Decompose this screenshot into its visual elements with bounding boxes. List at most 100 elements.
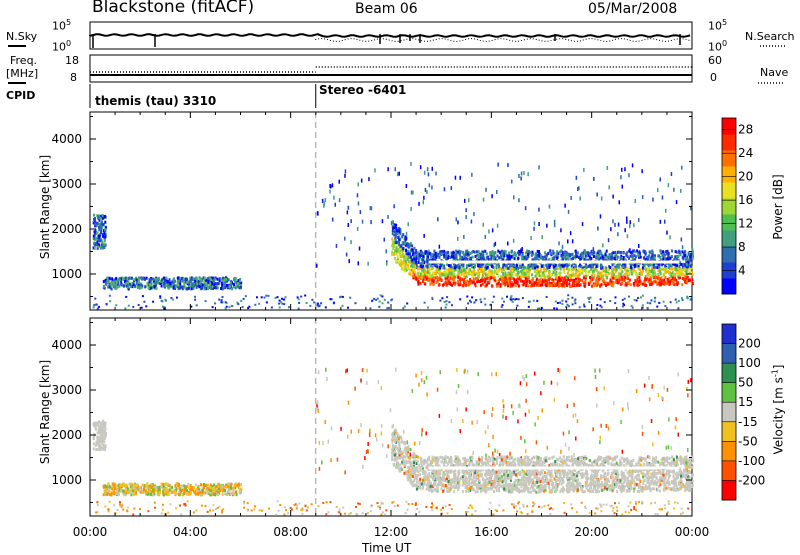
power-noise-cell	[268, 295, 270, 297]
power-echo-cell	[448, 264, 450, 267]
velocity-noise-cell	[205, 505, 207, 507]
velocity-speckle-cell	[509, 452, 511, 456]
power-speckle-cell	[549, 205, 551, 209]
power-echo-cell	[449, 256, 451, 259]
power-echo-cell	[166, 280, 168, 283]
velocity-noise-cell	[330, 501, 332, 503]
power-speckle-cell	[359, 247, 361, 251]
velocity-echo-cell	[149, 489, 151, 492]
velocity-speckle-cell	[534, 422, 536, 426]
velocity-noise-cell	[207, 511, 209, 513]
power-echo-cell	[575, 264, 577, 267]
velocity-noise-cell	[511, 503, 513, 505]
velocity-noise-cell	[633, 508, 635, 510]
power-speckle-cell	[435, 172, 437, 176]
power-noise-cell	[115, 304, 117, 306]
power-echo-cell	[644, 277, 646, 280]
velocity-speckle-cell	[608, 427, 610, 431]
power-echo-cell	[476, 277, 478, 280]
velocity-echo-cell	[153, 489, 155, 492]
power-speckle-cell	[627, 234, 629, 238]
velocity-noise-cell	[416, 508, 418, 510]
power-noise-cell	[225, 301, 227, 303]
power-echo-cell	[531, 283, 533, 286]
velocity-speckle-cell	[367, 442, 369, 446]
power-echo-cell	[536, 278, 538, 281]
power-speckle-cell	[568, 210, 570, 214]
power-speckle-cell	[681, 166, 683, 170]
power-noise-cell	[600, 298, 602, 300]
power-noise-cell	[536, 300, 538, 302]
power-echo-cell	[97, 231, 99, 234]
power-noise-cell	[446, 300, 448, 302]
power-noise-cell	[256, 296, 258, 298]
power-echo-cell	[211, 285, 213, 288]
velocity-speckle-cell	[330, 458, 332, 462]
power-speckle-cell	[346, 253, 348, 257]
power-echo-cell	[146, 277, 148, 280]
velocity-speckle-cell	[599, 369, 601, 373]
power-speckle-cell	[669, 235, 671, 239]
power-echo-cell	[427, 252, 429, 255]
power-echo-cell	[511, 255, 513, 258]
power-noise-cell	[628, 296, 630, 298]
power-echo-cell	[477, 269, 479, 272]
power-echo-cell	[240, 282, 242, 285]
power-echo-cell	[555, 264, 557, 267]
velocity-echo-cell	[102, 435, 104, 438]
power-echo-cell	[487, 266, 489, 269]
velocity-speckle-cell	[524, 377, 526, 381]
velocity-noise-cell	[147, 510, 149, 512]
power-echo-cell	[501, 252, 503, 255]
power-echo-cell	[607, 267, 609, 270]
power-echo-cell	[525, 255, 527, 258]
velocity-speckle-cell	[331, 426, 333, 430]
power-echo-cell	[478, 254, 480, 257]
power-echo-cell	[420, 265, 422, 268]
velocity-noise-cell	[599, 503, 601, 505]
power-speckle-cell	[429, 183, 431, 187]
velocity-echo-cell	[99, 429, 101, 432]
velocity-noise-cell	[215, 508, 217, 510]
velocity-speckle-cell	[456, 368, 458, 372]
velocity-noise-cell	[108, 510, 110, 512]
power-echo-cell	[614, 257, 616, 260]
velocity-noise-cell	[465, 511, 467, 513]
power-noise-cell	[501, 298, 503, 300]
power-echo-cell	[683, 252, 685, 255]
power-echo-cell	[103, 280, 105, 283]
power-echo-cell	[230, 282, 232, 285]
velocity-speckle-cell	[347, 435, 349, 439]
power-noise-cell	[142, 295, 144, 297]
velocity-speckle-cell	[603, 386, 605, 390]
power-echo-cell	[631, 255, 633, 258]
velocity-noise-cell	[247, 510, 249, 512]
power-echo-cell	[458, 281, 460, 284]
velocity-noise-cell	[594, 513, 596, 515]
power-colorbar-segment	[722, 134, 736, 151]
velocity-noise-cell	[515, 505, 517, 507]
velocity-echo-cell	[221, 485, 223, 488]
velocity-noise-cell	[635, 501, 637, 503]
power-echo-cell	[125, 277, 127, 280]
velocity-speckle-cell	[526, 374, 528, 378]
velocity-echo-cell	[98, 445, 100, 448]
power-echo-cell	[542, 280, 544, 283]
velocity-speckle-cell	[565, 443, 567, 447]
power-noise-cell	[571, 297, 573, 299]
velocity-echo-cell	[239, 490, 241, 493]
power-noise-cell	[298, 298, 300, 300]
power-speckle-cell	[471, 173, 473, 177]
power-speckle-cell	[582, 222, 584, 226]
velocity-noise-cell	[467, 511, 469, 513]
velocity-echo-cell	[213, 493, 215, 496]
power-echo-cell	[472, 256, 474, 259]
velocity-speckle-cell	[462, 419, 464, 423]
power-echo-cell	[404, 242, 406, 245]
velocity-speckle-cell	[366, 381, 368, 385]
velocity-echo-cell	[102, 425, 104, 428]
power-echo-cell	[627, 272, 629, 275]
velocity-noise-cell	[397, 505, 399, 507]
velocity-echo-cell	[240, 483, 242, 486]
power-echo-cell	[682, 263, 684, 266]
